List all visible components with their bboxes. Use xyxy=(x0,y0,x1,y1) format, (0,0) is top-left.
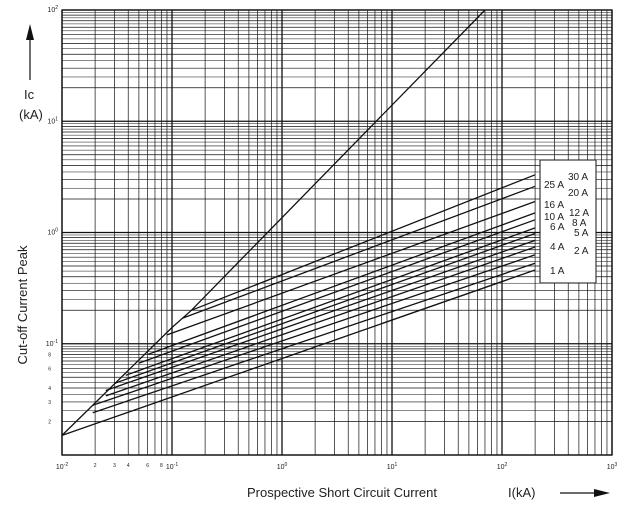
series-line-10a xyxy=(125,227,536,376)
y-major-tick-label-mantissa: 10 xyxy=(47,7,55,14)
x-major-tick-label-mantissa: 10 xyxy=(277,464,285,471)
x-minor-tick-label: 4 xyxy=(127,463,130,469)
y-minor-tick-label: 2 xyxy=(48,420,51,426)
legend-label: 30 A xyxy=(568,172,588,183)
legend-label: 8 A xyxy=(572,218,587,229)
x-minor-tick-label: 8 xyxy=(160,463,163,469)
x-major-tick-label-mantissa: 10 xyxy=(497,464,505,471)
series-line-5a xyxy=(105,246,536,397)
x-major-tick-label: 100 xyxy=(277,462,288,471)
legend-label: 1 A xyxy=(550,266,565,277)
x-major-tick-label-exponent: 1 xyxy=(395,462,398,468)
y-major-tick-label: 100 xyxy=(47,228,58,237)
x-axis-arrow-head xyxy=(594,489,610,497)
y-minor-tick-label: 6 xyxy=(48,366,51,372)
series-lines xyxy=(61,9,536,437)
x-unit-label: I(kA) xyxy=(508,485,535,500)
series-line-2a xyxy=(92,262,536,414)
series-line-25a xyxy=(182,185,536,319)
y-major-tick-label-exponent: -1 xyxy=(54,339,59,345)
x-major-tick-label: 101 xyxy=(387,462,398,471)
x-minor-tick-label: 2 xyxy=(94,463,97,469)
y-major-tick-label: 102 xyxy=(47,5,58,14)
legend-box xyxy=(539,159,597,284)
y-major-tick-label: 101 xyxy=(47,116,58,125)
y-major-tick-label-exponent: 0 xyxy=(55,228,58,234)
envelope-line xyxy=(61,9,486,436)
y-major-tick-label-exponent: 1 xyxy=(55,116,58,122)
axis-arrows xyxy=(26,24,610,497)
x-major-tick-label: 10-2 xyxy=(56,462,68,471)
plot-frame xyxy=(61,9,613,456)
y-major-tick-label: 10-1 xyxy=(46,339,58,348)
series-line-6a xyxy=(105,239,536,392)
y-unit-label-top: Ic xyxy=(24,87,35,102)
x-major-tick-label-exponent: 2 xyxy=(505,462,508,468)
x-major-tick-label-exponent: -1 xyxy=(174,462,179,468)
x-minor-tick-label: 3 xyxy=(113,463,116,469)
x-minor-tick-label: 6 xyxy=(146,463,149,469)
gridlines xyxy=(61,9,613,456)
legend: 30 A 25 A 20 A 16 A 12 A 10 A 8 A 6 A 5 A 4 A 2 A 1… xyxy=(539,159,597,284)
y-unit-label-bottom: (kA) xyxy=(19,107,43,122)
x-major-tick-label-exponent: -2 xyxy=(64,462,69,468)
y-axis-label: Cut-off Current Peak xyxy=(15,245,30,364)
series-line-12a xyxy=(138,219,536,364)
legend-label: 4 A xyxy=(550,242,565,253)
legend-label: 25 A xyxy=(544,180,564,191)
y-major-tick-label-mantissa: 10 xyxy=(46,341,54,348)
series-line-8a xyxy=(114,232,536,385)
x-major-tick-label-mantissa: 10 xyxy=(56,464,64,471)
series-line-20a xyxy=(166,200,536,336)
x-major-tick-label: 10-1 xyxy=(166,462,178,471)
y-minor-tick-label: 3 xyxy=(48,400,51,406)
legend-label: 20 A xyxy=(568,188,588,199)
x-major-tick-label-mantissa: 10 xyxy=(607,464,615,471)
series-line-30a xyxy=(191,174,536,311)
y-minor-tick-label: 8 xyxy=(48,353,51,359)
y-axis-arrow-head xyxy=(26,24,34,40)
x-major-tick-label: 103 xyxy=(607,462,618,471)
series-line-16a xyxy=(147,212,536,356)
y-major-tick-label-exponent: 2 xyxy=(55,5,58,11)
x-major-tick-label-exponent: 3 xyxy=(615,462,618,468)
series-line-4a xyxy=(92,254,536,406)
legend-label: 12 A xyxy=(569,208,589,219)
y-major-tick-label-mantissa: 10 xyxy=(47,230,55,237)
legend-label: 10 A xyxy=(544,212,564,223)
legend-label: 5 A xyxy=(574,228,589,239)
labels: Ic (kA) Cut-off Current Peak Prospective… xyxy=(15,87,535,500)
legend-label: 2 A xyxy=(574,246,589,257)
series-line-1a xyxy=(61,269,536,437)
legend-label: 16 A xyxy=(544,200,564,211)
x-major-tick-label-exponent: 0 xyxy=(285,462,288,468)
y-minor-tick-label: 4 xyxy=(48,386,51,392)
y-major-tick-label-mantissa: 10 xyxy=(47,118,55,125)
x-major-tick-label-mantissa: 10 xyxy=(387,464,395,471)
x-axis-label: Prospective Short Circuit Current xyxy=(247,485,437,500)
legend-label: 6 A xyxy=(550,222,565,233)
x-major-tick-label: 102 xyxy=(497,462,508,471)
x-major-tick-label-mantissa: 10 xyxy=(166,464,174,471)
